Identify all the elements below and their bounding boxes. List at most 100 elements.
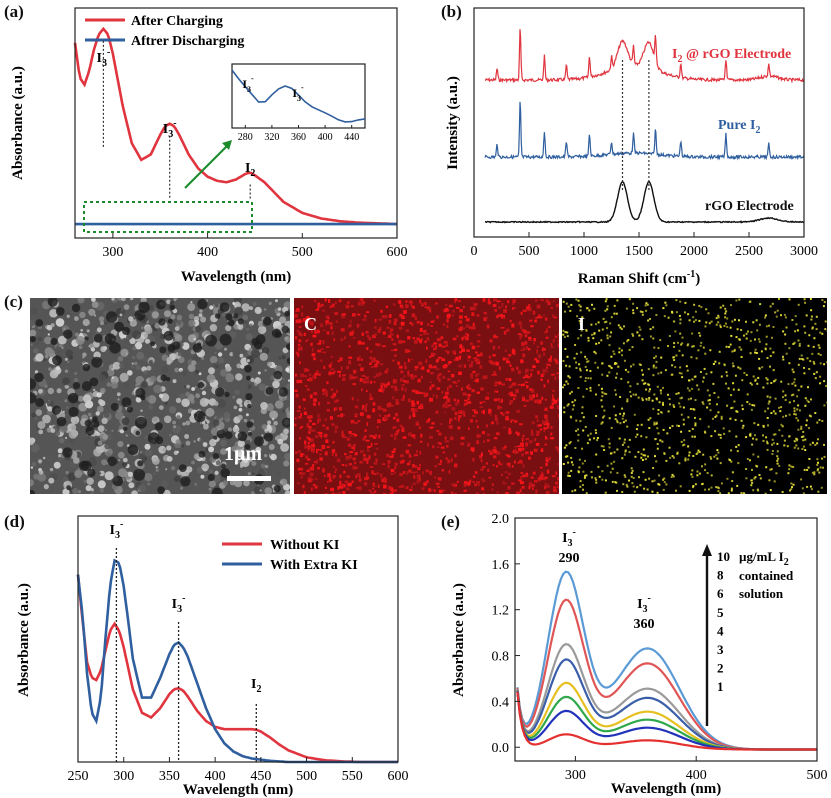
iodine-signal bbox=[608, 417, 611, 420]
carbon-signal bbox=[549, 405, 554, 409]
iodine-signal bbox=[610, 331, 613, 334]
iodine-signal bbox=[653, 479, 656, 482]
carbon-signal bbox=[317, 302, 321, 307]
carbon-signal bbox=[534, 319, 537, 323]
carbon-signal bbox=[446, 319, 449, 323]
carbon-signal bbox=[507, 486, 511, 490]
carbon-signal bbox=[376, 426, 379, 429]
iodine-signal bbox=[603, 415, 606, 418]
sem-grain bbox=[46, 400, 54, 408]
iodine-signal bbox=[803, 366, 805, 369]
sem-pore bbox=[52, 355, 62, 366]
carbon-signal bbox=[493, 335, 497, 338]
iodine-signal bbox=[678, 462, 681, 465]
carbon-signal bbox=[415, 421, 419, 424]
carbon-signal bbox=[300, 373, 304, 378]
sem-pore bbox=[273, 485, 281, 493]
iodine-signal bbox=[567, 471, 570, 474]
iodine-signal bbox=[624, 450, 627, 453]
carbon-signal bbox=[444, 436, 447, 440]
carbon-signal bbox=[330, 325, 333, 330]
iodine-signal bbox=[808, 458, 811, 460]
iodine-signal bbox=[806, 469, 809, 471]
carbon-signal bbox=[545, 419, 549, 424]
carbon-signal bbox=[333, 338, 336, 341]
carbon-signal bbox=[312, 402, 316, 406]
carbon-signal bbox=[406, 462, 411, 466]
carbon-signal bbox=[406, 471, 409, 475]
iodine-signal bbox=[610, 355, 613, 358]
iodine-signal bbox=[656, 443, 659, 445]
iodine-signal bbox=[648, 427, 651, 429]
carbon-signal bbox=[342, 491, 346, 494]
iodine-signal bbox=[608, 364, 611, 367]
iodine-signal bbox=[761, 366, 764, 369]
iodine-signal bbox=[632, 485, 635, 488]
sem-grain bbox=[30, 319, 35, 327]
sem-grain bbox=[75, 332, 79, 337]
carbon-signal bbox=[513, 352, 516, 356]
carbon-signal bbox=[364, 435, 367, 438]
iodine-signal bbox=[636, 433, 639, 436]
carbon-signal bbox=[327, 317, 330, 320]
iodine-signal bbox=[814, 322, 817, 325]
iodine-signal bbox=[562, 386, 564, 389]
iodine-signal bbox=[686, 344, 689, 347]
carbon-signal bbox=[417, 337, 420, 341]
carbon-signal bbox=[556, 372, 559, 375]
sem-grain bbox=[175, 397, 182, 404]
iodine-signal bbox=[601, 470, 604, 473]
iodine-signal bbox=[653, 421, 656, 424]
sem-pore bbox=[138, 301, 150, 313]
carbon-signal bbox=[461, 410, 466, 415]
carbon-signal bbox=[530, 476, 534, 479]
iodine-signal bbox=[671, 425, 674, 428]
carbon-signal bbox=[405, 449, 410, 454]
iodine-signal bbox=[563, 411, 566, 414]
iodine-signal bbox=[641, 379, 644, 382]
sem-grain bbox=[261, 434, 264, 437]
iodine-signal bbox=[647, 319, 650, 322]
series-label-rgo: rGO Electrode bbox=[705, 199, 794, 214]
carbon-signal bbox=[431, 422, 435, 425]
sem-grain bbox=[212, 419, 220, 427]
carbon-signal bbox=[514, 450, 518, 454]
carbon-signal bbox=[471, 312, 475, 316]
carbon-signal bbox=[436, 315, 439, 319]
carbon-signal bbox=[505, 454, 509, 456]
sem-pore bbox=[212, 453, 220, 460]
iodine-signal bbox=[566, 331, 569, 334]
iodine-signal bbox=[579, 480, 582, 483]
carbon-signal bbox=[384, 383, 388, 388]
sem-grain bbox=[50, 323, 55, 328]
carbon-signal bbox=[317, 349, 322, 353]
sem-grain bbox=[168, 433, 172, 437]
carbon-signal bbox=[492, 361, 496, 365]
series-label-pure-i2: Pure I2 bbox=[718, 118, 760, 136]
sem-grain bbox=[98, 374, 107, 382]
sem-grain bbox=[169, 340, 172, 343]
carbon-signal bbox=[445, 457, 448, 460]
carbon-signal bbox=[465, 332, 468, 335]
iodine-signal bbox=[618, 351, 621, 354]
carbon-signal bbox=[474, 483, 477, 487]
iodine-signal bbox=[793, 341, 796, 344]
iodine-signal bbox=[709, 409, 712, 412]
carbon-signal bbox=[482, 465, 484, 470]
sem-grain bbox=[47, 349, 56, 357]
carbon-signal bbox=[458, 327, 463, 332]
carbon-signal bbox=[325, 393, 328, 397]
carbon-signal bbox=[429, 397, 433, 402]
iodine-signal bbox=[694, 310, 697, 313]
sem-grain bbox=[282, 409, 285, 413]
carbon-signal bbox=[298, 416, 302, 419]
sem-grain bbox=[285, 467, 289, 470]
carbon-signal bbox=[556, 448, 559, 451]
iodine-signal bbox=[800, 425, 803, 428]
carbon-signal bbox=[297, 354, 300, 357]
carbon-signal bbox=[544, 331, 548, 334]
sem-grain bbox=[206, 374, 216, 383]
x-tick-label: 0 bbox=[471, 244, 478, 259]
sem-pore bbox=[224, 431, 233, 440]
iodine-signal bbox=[580, 351, 583, 354]
